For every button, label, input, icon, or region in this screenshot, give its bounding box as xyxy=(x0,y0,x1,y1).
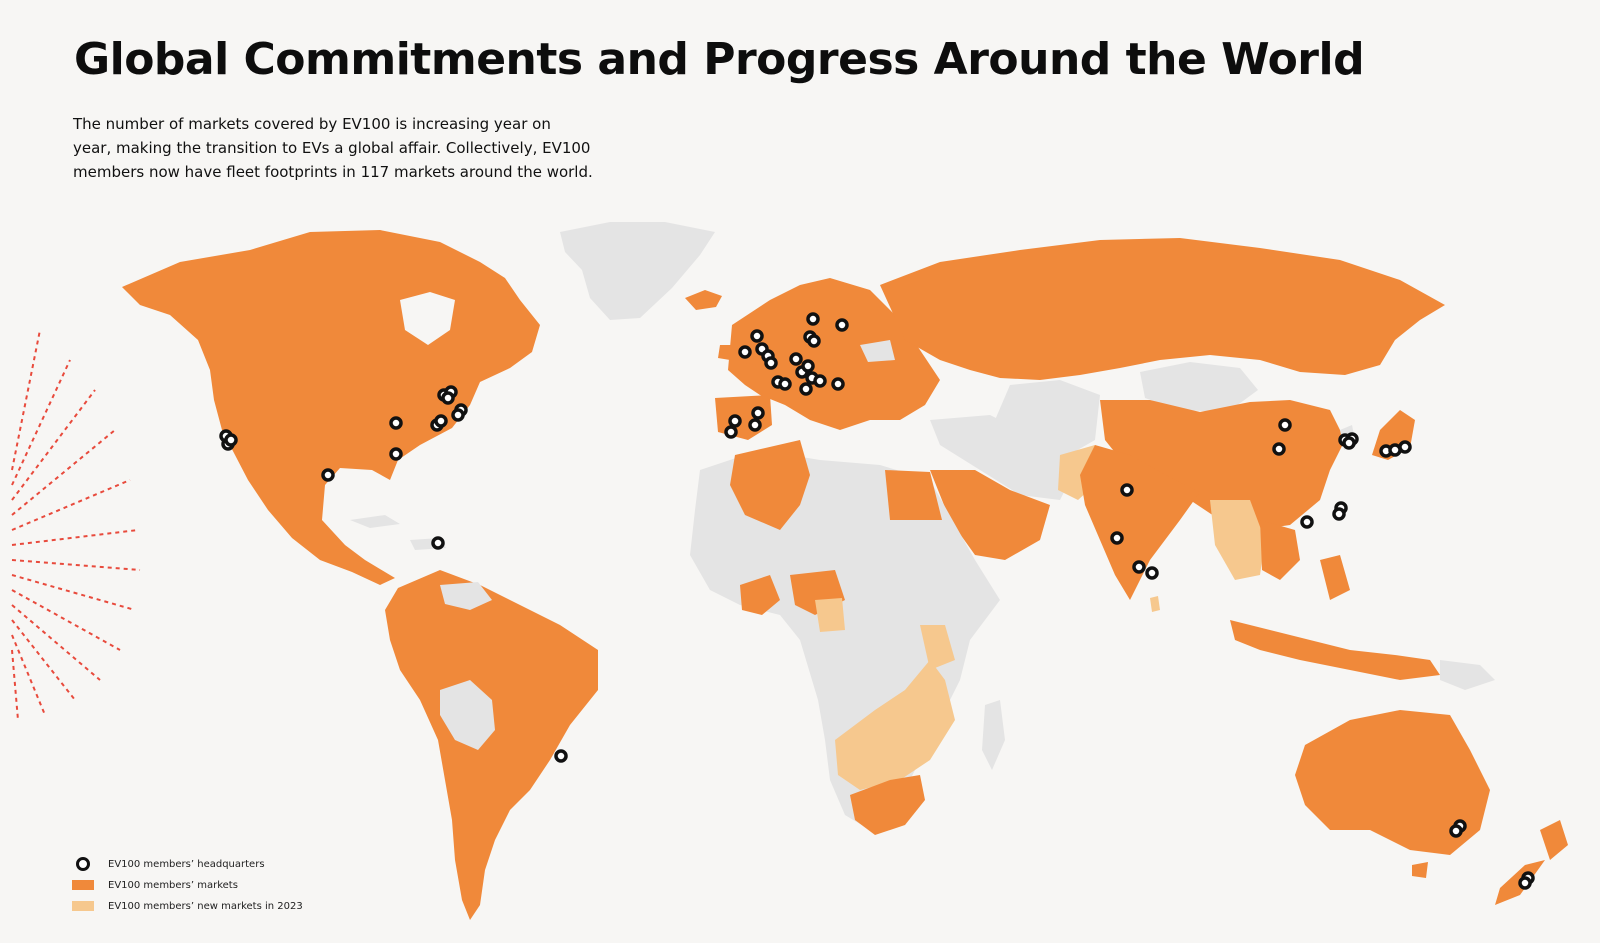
hq-marker xyxy=(1300,515,1314,529)
southeast-asia xyxy=(1260,520,1350,600)
hq-marker xyxy=(738,345,752,359)
europe xyxy=(728,278,940,430)
hq-marker xyxy=(764,356,778,370)
bolivia-grey xyxy=(440,680,495,750)
east-africa-new xyxy=(920,625,955,670)
hq-markers xyxy=(219,312,1535,890)
china xyxy=(1100,400,1345,530)
hq-marker xyxy=(1332,507,1346,521)
southeast-asia-new xyxy=(1210,500,1265,580)
hq-marker xyxy=(431,536,445,550)
mongolia-grey xyxy=(1140,362,1258,412)
madagascar xyxy=(982,700,1005,770)
russia xyxy=(880,238,1445,380)
hq-marker xyxy=(728,414,742,428)
greenland xyxy=(560,222,715,320)
indonesia xyxy=(1230,620,1440,680)
hq-marker xyxy=(1145,566,1159,580)
hq-marker xyxy=(1272,442,1286,456)
markets-swatch xyxy=(72,880,94,890)
hq-marker xyxy=(813,374,827,388)
hq-marker xyxy=(1518,876,1532,890)
intro-line: year, making the transition to EVs a glo… xyxy=(73,139,591,157)
iberia xyxy=(715,395,772,440)
legend-item-new-markets: EV100 members’ new markets in 2023 xyxy=(72,896,303,916)
new-zealand xyxy=(1495,820,1568,905)
legend-label: EV100 members’ markets xyxy=(108,879,238,891)
hq-marker xyxy=(224,433,238,447)
middle-east-grey xyxy=(930,415,1075,500)
hq-marker xyxy=(835,318,849,332)
legend-item-headquarters: EV100 members’ headquarters xyxy=(72,854,303,874)
hq-marker xyxy=(1449,824,1463,838)
hq-marker xyxy=(1120,483,1134,497)
caribbean-islands xyxy=(350,515,446,550)
hq-marker xyxy=(1132,560,1146,574)
iceland xyxy=(685,290,722,310)
egypt xyxy=(885,470,942,520)
hq-marker xyxy=(807,334,821,348)
hq-marker xyxy=(789,352,803,366)
tasmania xyxy=(1412,862,1428,878)
southern-africa-new xyxy=(835,660,955,790)
south-africa xyxy=(850,775,925,835)
decorative-sunburst xyxy=(11,329,141,721)
hq-marker xyxy=(799,382,813,396)
hudson-bay xyxy=(400,292,455,345)
hq-marker xyxy=(751,406,765,420)
cameroon-new xyxy=(815,598,845,632)
hq-marker xyxy=(748,418,762,432)
headquarters-marker-icon xyxy=(72,857,94,871)
map-legend: EV100 members’ headquarters EV100 member… xyxy=(72,854,303,917)
png-grey xyxy=(1440,660,1495,690)
hq-marker xyxy=(1342,436,1356,450)
hq-marker xyxy=(389,447,403,461)
page-title: Global Commitments and Progress Around t… xyxy=(74,34,1365,85)
hq-marker xyxy=(801,359,815,373)
new-markets-swatch xyxy=(72,901,94,911)
hq-marker xyxy=(778,377,792,391)
hq-marker xyxy=(1110,531,1124,545)
australia xyxy=(1295,710,1490,855)
hq-marker xyxy=(806,312,820,326)
north-africa-markets xyxy=(730,440,810,530)
hq-marker xyxy=(451,408,465,422)
belarus-grey xyxy=(860,340,895,362)
hq-marker xyxy=(554,749,568,763)
hq-marker xyxy=(724,425,738,439)
legend-item-markets: EV100 members’ markets xyxy=(72,875,303,895)
intro-line: members now have fleet footprints in 117… xyxy=(73,163,593,181)
hq-marker xyxy=(1278,418,1292,432)
hq-marker xyxy=(1398,440,1412,454)
legend-label: EV100 members’ new markets in 2023 xyxy=(108,900,303,912)
hq-marker xyxy=(441,391,455,405)
arabia xyxy=(930,470,1050,560)
north-america xyxy=(122,230,540,585)
legend-label: EV100 members’ headquarters xyxy=(108,858,265,870)
hq-marker xyxy=(434,414,448,428)
intro-line: The number of markets covered by EV100 i… xyxy=(73,115,551,133)
intro-paragraph: The number of markets covered by EV100 i… xyxy=(73,112,593,184)
hq-marker xyxy=(321,468,335,482)
hq-marker xyxy=(389,416,403,430)
hq-marker xyxy=(831,377,845,391)
sri-lanka xyxy=(1150,596,1160,612)
south-america xyxy=(385,570,598,920)
india xyxy=(1080,445,1200,600)
venezuela-grey xyxy=(440,582,492,610)
hq-marker xyxy=(750,329,764,343)
